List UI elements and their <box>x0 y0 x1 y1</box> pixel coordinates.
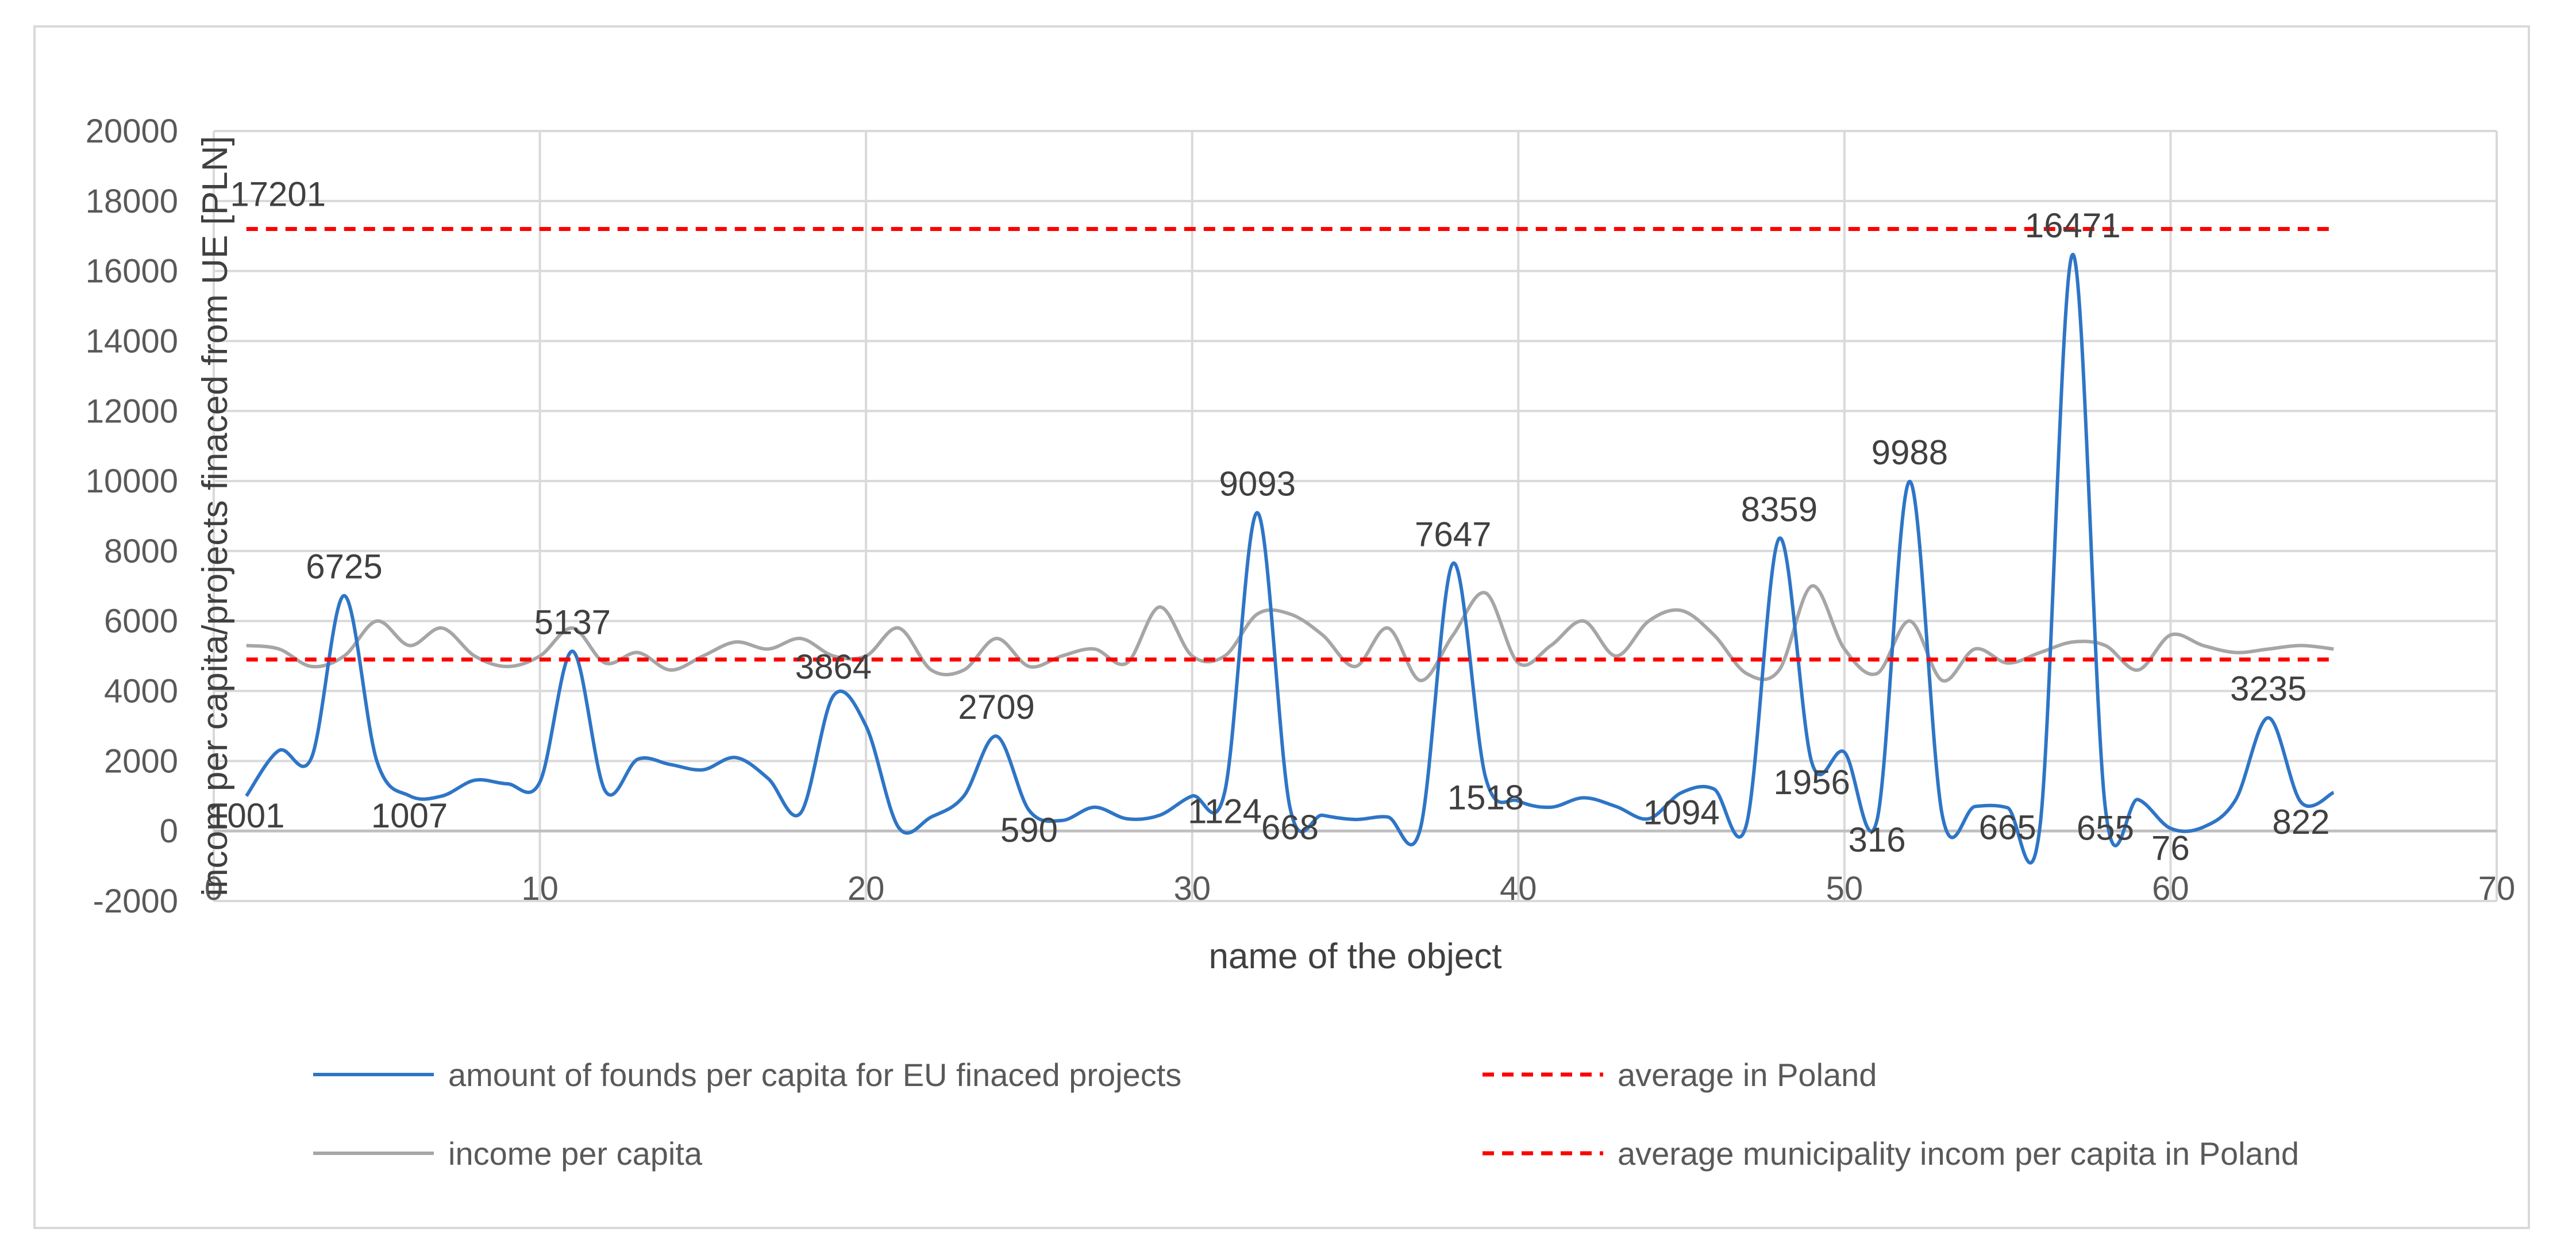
y-tick-label: 16000 <box>86 253 178 290</box>
data-label: 665 <box>1979 808 2036 847</box>
data-label: 3864 <box>795 648 872 686</box>
legend-entry: income per capita <box>448 1135 703 1172</box>
x-tick-label: 20 <box>848 870 885 907</box>
data-label: 1094 <box>1643 794 1719 832</box>
tick-labels: -2000 0 2000 4000 6000 8000 10000 12000 14000 160… <box>86 113 2516 920</box>
data-label: 8359 <box>1741 490 1818 529</box>
data-label: 316 <box>1849 821 1906 859</box>
x-tick-label: 0 <box>205 870 223 907</box>
y-tick-label: 8000 <box>104 533 178 570</box>
series-line-0 <box>245 252 2335 865</box>
data-label: 668 <box>1261 808 1319 846</box>
data-label: 1007 <box>371 796 448 835</box>
y-tick-label: 6000 <box>104 603 178 640</box>
data-label: 1518 <box>1447 779 1524 817</box>
y-tick-label: 18000 <box>86 183 178 220</box>
legend-entry: average in Poland <box>1618 1057 1877 1093</box>
data-label: 590 <box>1000 811 1058 849</box>
y-tick-label: 14000 <box>86 322 178 360</box>
y-axis-title: incom per capita/projects finaced from U… <box>195 136 235 896</box>
x-tick-label: 50 <box>1826 870 1863 907</box>
data-label: 1124 <box>1188 792 1262 831</box>
x-tick-label: 40 <box>1500 870 1537 907</box>
data-label: 9988 <box>1872 433 1948 472</box>
data-label: 76 <box>2151 829 2190 868</box>
y-tick-label: 4000 <box>104 673 178 710</box>
y-tick-label: 20000 <box>86 113 178 150</box>
data-label: 822 <box>2272 803 2329 841</box>
data-label: 1001 <box>208 796 284 835</box>
legend: amount of founds per capita for EU finac… <box>313 1057 2299 1172</box>
x-tick-label: 60 <box>2152 870 2189 907</box>
data-label: 7647 <box>1415 515 1491 553</box>
data-label: 6725 <box>306 548 382 586</box>
data-label: 16471 <box>2025 206 2121 245</box>
y-tick-label: -2000 <box>93 883 178 920</box>
data-label: 2709 <box>958 688 1034 726</box>
data-label: 1956 <box>1773 763 1850 802</box>
x-tick-label: 30 <box>1173 870 1211 907</box>
series-lines <box>245 226 2335 865</box>
x-tick-label: 10 <box>521 870 559 907</box>
data-label: 17201 <box>230 175 326 213</box>
data-label: 3235 <box>2230 669 2307 708</box>
legend-entry: average municipality incom per capita in… <box>1618 1135 2299 1172</box>
y-tick-label: 2000 <box>104 742 178 780</box>
data-label: 5137 <box>534 603 611 641</box>
gridlines <box>213 130 2498 902</box>
x-axis-title: name of the object <box>1208 937 1501 976</box>
data-label: 655 <box>2077 808 2134 847</box>
data-label: 9093 <box>1219 464 1295 503</box>
data-labels: 1001 6725 1007 5137 3864 2709 590 1124 9093 668 76… <box>208 175 2329 867</box>
series-line-1 <box>246 584 2334 683</box>
y-tick-label: 10000 <box>86 463 178 500</box>
chart-frame <box>33 25 2530 1229</box>
x-tick-label: 70 <box>2478 870 2516 907</box>
y-tick-label: 12000 <box>86 392 178 430</box>
y-tick-label: 0 <box>160 813 178 850</box>
legend-entry: amount of founds per capita for EU finac… <box>448 1057 1181 1093</box>
